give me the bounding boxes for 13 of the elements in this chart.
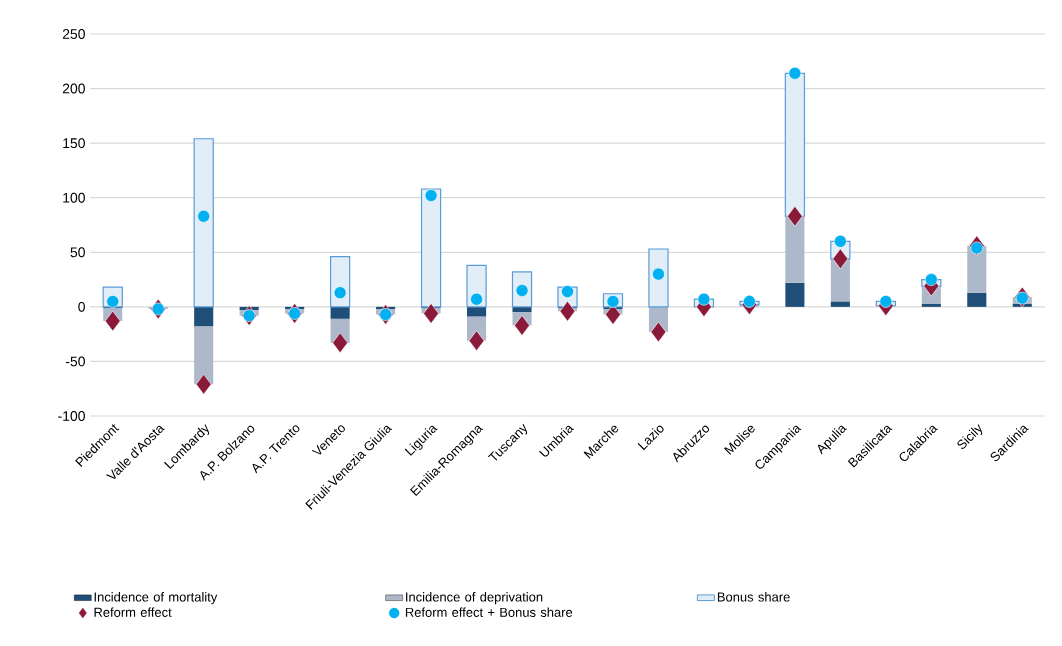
y-tick-label: 50 — [70, 247, 85, 258]
legend-label: Bonus share — [717, 592, 790, 602]
y-tick-label: 200 — [62, 83, 85, 94]
y-tick-label: -100 — [58, 411, 85, 421]
y-tick-label: 100 — [63, 192, 85, 203]
legend-label: Incidence of mortality — [94, 592, 218, 605]
legend-label: Reform effect + Bonus share — [405, 607, 573, 617]
legend-label: Incidence of deprivation — [406, 592, 543, 605]
legend-label: Reform effect — [94, 607, 172, 617]
y-tick-label: 150 — [63, 138, 85, 149]
y-tick-label: -50 — [65, 356, 85, 367]
y-tick-label: 250 — [62, 29, 85, 39]
y-tick-label: 0 — [78, 301, 85, 312]
